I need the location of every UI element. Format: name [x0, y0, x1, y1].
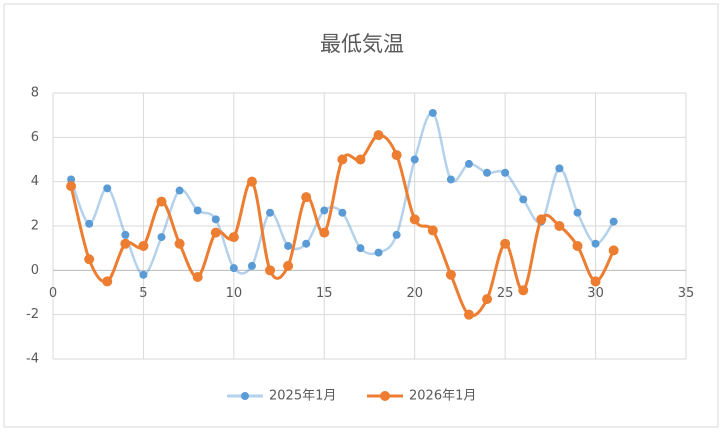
x-tick-label: 15 [316, 286, 333, 301]
marker [591, 239, 600, 248]
marker [210, 227, 221, 238]
marker [609, 217, 618, 226]
marker [175, 186, 184, 195]
marker [482, 294, 493, 305]
x-tick-label: 35 [678, 286, 695, 301]
marker [265, 265, 276, 276]
marker [410, 155, 419, 164]
marker [590, 276, 601, 287]
marker [85, 219, 94, 228]
marker [518, 285, 529, 296]
marker [500, 238, 511, 249]
x-tick-label: 0 [49, 286, 57, 301]
marker [337, 154, 348, 165]
marker [519, 195, 528, 204]
marker [174, 238, 185, 249]
marker [374, 248, 383, 257]
marker [573, 208, 582, 217]
y-tick-label: 4 [31, 174, 39, 189]
marker [229, 264, 238, 273]
marker [320, 206, 329, 215]
marker [483, 168, 492, 177]
marker [501, 168, 510, 177]
marker [84, 254, 95, 265]
marker [120, 238, 131, 249]
y-tick-label: 0 [31, 263, 39, 278]
marker [138, 240, 149, 251]
marker [284, 241, 293, 250]
marker [192, 271, 203, 282]
marker [157, 233, 166, 242]
marker [427, 225, 438, 236]
x-tick-label: 25 [497, 286, 514, 301]
marker [572, 240, 583, 251]
x-tick-label: 30 [587, 286, 604, 301]
marker [103, 184, 112, 193]
chart-title: 最低気温 [320, 32, 404, 56]
marker [156, 196, 167, 207]
marker [445, 269, 456, 280]
marker [193, 206, 202, 215]
marker [247, 261, 256, 270]
marker [211, 215, 220, 224]
marker [338, 208, 347, 217]
marker [428, 108, 437, 117]
chart-frame [3, 3, 719, 428]
y-tick-label: 2 [31, 219, 39, 234]
y-tick-label: -2 [26, 307, 39, 322]
marker [446, 175, 455, 184]
y-tick-label: 8 [31, 86, 39, 101]
marker [536, 214, 547, 225]
marker [283, 260, 294, 271]
x-tick-label: 5 [139, 286, 147, 301]
marker [121, 230, 130, 239]
y-tick-label: -4 [26, 352, 39, 367]
marker [302, 239, 311, 248]
legend-swatch [380, 391, 390, 401]
marker [266, 208, 275, 217]
marker [373, 130, 384, 141]
marker [464, 159, 473, 168]
marker [301, 192, 312, 203]
x-tick-label: 10 [226, 286, 243, 301]
marker [392, 230, 401, 239]
legend-label: 2026年1月 [409, 389, 476, 404]
marker [391, 150, 402, 161]
marker [67, 175, 76, 184]
marker [356, 244, 365, 253]
marker [102, 276, 113, 287]
marker [554, 221, 565, 231]
marker [139, 270, 148, 279]
y-tick-label: 6 [31, 130, 39, 145]
legend-swatch [241, 392, 249, 400]
marker [608, 245, 619, 256]
marker [319, 227, 330, 238]
marker [228, 232, 239, 243]
marker [463, 309, 474, 320]
marker [66, 181, 77, 192]
x-tick-label: 20 [406, 286, 423, 301]
legend-label: 2025年1月 [269, 389, 336, 404]
marker [246, 176, 257, 187]
marker [409, 214, 420, 225]
marker [355, 154, 366, 165]
marker [555, 164, 564, 173]
